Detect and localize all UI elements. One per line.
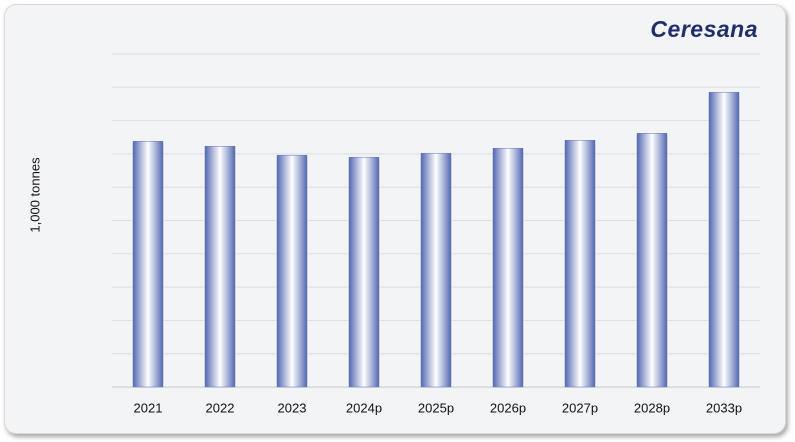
- bar: [276, 154, 308, 388]
- x-tick-label: 2026p: [490, 400, 526, 415]
- bar: [564, 139, 596, 388]
- bar: [492, 147, 524, 388]
- x-tick-label: 2024p: [346, 400, 382, 415]
- bar: [636, 133, 668, 388]
- bar: [708, 92, 740, 388]
- bar: [132, 140, 164, 388]
- y-axis-label: 1,000 tonnes: [27, 157, 42, 233]
- x-tick-label: 2025p: [418, 400, 454, 415]
- x-tick-label: 2028p: [634, 400, 670, 415]
- x-tick-label: 2022: [206, 400, 235, 415]
- bar: [348, 156, 380, 388]
- x-tick-label: 2023: [278, 400, 307, 415]
- x-tick-label: 2027p: [562, 400, 598, 415]
- x-tick-label: 2021: [134, 400, 163, 415]
- bar: [204, 145, 236, 388]
- brand-logo: Ceresana: [650, 16, 758, 42]
- bar: [420, 152, 452, 388]
- x-tick-label: 2033p: [706, 400, 742, 415]
